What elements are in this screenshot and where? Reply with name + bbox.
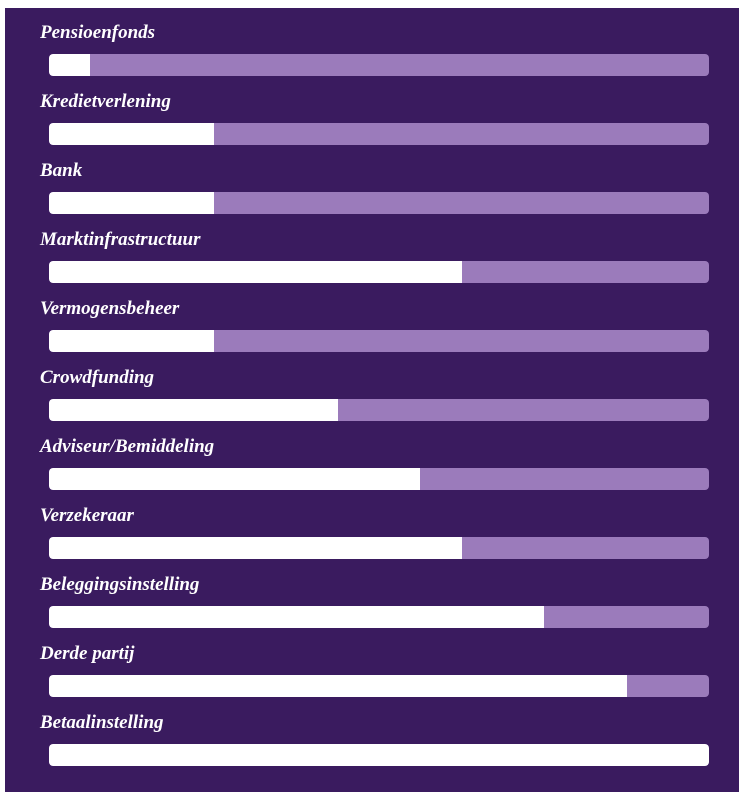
bar-row: Pensioenfonds (5, 8, 739, 77)
bar-label: Derde partij (40, 643, 135, 664)
bar-row: Beleggingsinstelling (5, 560, 739, 629)
bar-label: Pensioenfonds (40, 22, 156, 43)
bar-track (49, 123, 709, 145)
bar-label: Crowdfunding (40, 367, 155, 388)
bar-fill (49, 192, 214, 214)
bar-track (49, 54, 709, 76)
bar-track (49, 468, 709, 490)
bar-track (49, 675, 709, 697)
bar-fill (49, 744, 709, 766)
bar-fill (49, 399, 338, 421)
bar-row: Betaalinstelling (5, 698, 739, 767)
bar-fill (49, 54, 90, 76)
bar-track (49, 399, 709, 421)
bar-label: Marktinfrastructuur (40, 229, 201, 250)
bar-label: Bank (40, 160, 83, 181)
bar-fill (49, 468, 420, 490)
bar-row: Derde partij (5, 629, 739, 698)
bar-track (49, 261, 709, 283)
bar-label: Verzekeraar (40, 505, 134, 526)
bar-fill (49, 261, 462, 283)
bar-track (49, 330, 709, 352)
bar-row: Adviseur/Bemiddeling (5, 422, 739, 491)
bar-fill (49, 606, 544, 628)
bar-fill (49, 675, 627, 697)
bar-label: Kredietverlening (40, 91, 171, 112)
bar-row: Crowdfunding (5, 353, 739, 422)
bar-fill (49, 330, 214, 352)
bar-fill (49, 123, 214, 145)
bar-label: Betaalinstelling (40, 712, 164, 733)
bar-fill (49, 537, 462, 559)
bar-track (49, 606, 709, 628)
bar-track (49, 537, 709, 559)
bar-label: Adviseur/Bemiddeling (40, 436, 215, 457)
bar-track (49, 192, 709, 214)
bar-row: Verzekeraar (5, 491, 739, 560)
bar-row: Marktinfrastructuur (5, 215, 739, 284)
bar-row: Vermogensbeheer (5, 284, 739, 353)
bar-row: Bank (5, 146, 739, 215)
bar-row: Kredietverlening (5, 77, 739, 146)
bar-label: Vermogensbeheer (40, 298, 180, 319)
bar-label: Beleggingsinstelling (40, 574, 200, 595)
chart-panel: Pensioenfonds Kredietverlening Bank Marktin… (5, 8, 739, 792)
bar-track (49, 744, 709, 766)
